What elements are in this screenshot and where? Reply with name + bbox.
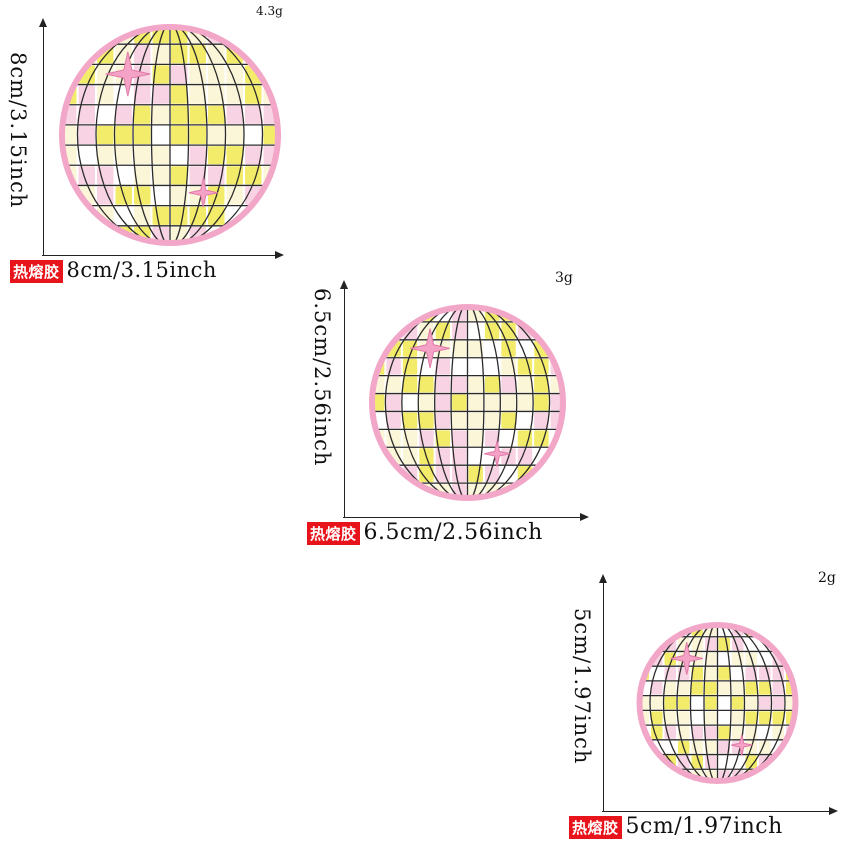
width-axis: [602, 811, 830, 813]
width-axis-arrow: [829, 807, 838, 815]
disco-ball-patch-medium: [369, 304, 566, 501]
height-dimension-label: 8cm/3.15inch: [6, 52, 30, 209]
height-axis: [42, 24, 44, 256]
hot-melt-glue-badge: 热熔胶: [569, 815, 622, 839]
weight-label: 2g: [818, 570, 836, 586]
height-axis-arrow: [599, 574, 607, 583]
width-dimension-row: 热熔胶 8cm/3.15inch: [10, 258, 217, 283]
width-axis-arrow: [580, 513, 589, 521]
width-dimension-label: 6.5cm/2.56inch: [363, 520, 543, 545]
height-dimension-label: 6.5cm/2.56inch: [310, 288, 334, 467]
disco-ball-patch-small: [636, 622, 799, 784]
width-dimension-row: 热熔胶 6.5cm/2.56inch: [307, 520, 543, 545]
width-dimension-label: 5cm/1.97inch: [625, 814, 783, 839]
height-axis: [602, 580, 604, 812]
width-axis: [343, 517, 581, 519]
width-axis: [42, 255, 276, 257]
height-axis-arrow: [39, 18, 47, 27]
width-dimension-row: 热熔胶 5cm/1.97inch: [569, 814, 783, 839]
height-axis: [343, 286, 345, 518]
disco-ball-patch-large: [59, 24, 281, 246]
hot-melt-glue-badge: 热熔胶: [307, 521, 360, 545]
width-dimension-label: 8cm/3.15inch: [66, 258, 217, 282]
weight-label: 4.3g: [256, 4, 283, 18]
height-dimension-label: 5cm/1.97inch: [570, 608, 594, 765]
hot-melt-glue-badge: 热熔胶: [10, 260, 63, 283]
weight-label: 3g: [555, 270, 573, 286]
height-axis-arrow: [340, 280, 348, 289]
width-axis-arrow: [275, 251, 284, 259]
